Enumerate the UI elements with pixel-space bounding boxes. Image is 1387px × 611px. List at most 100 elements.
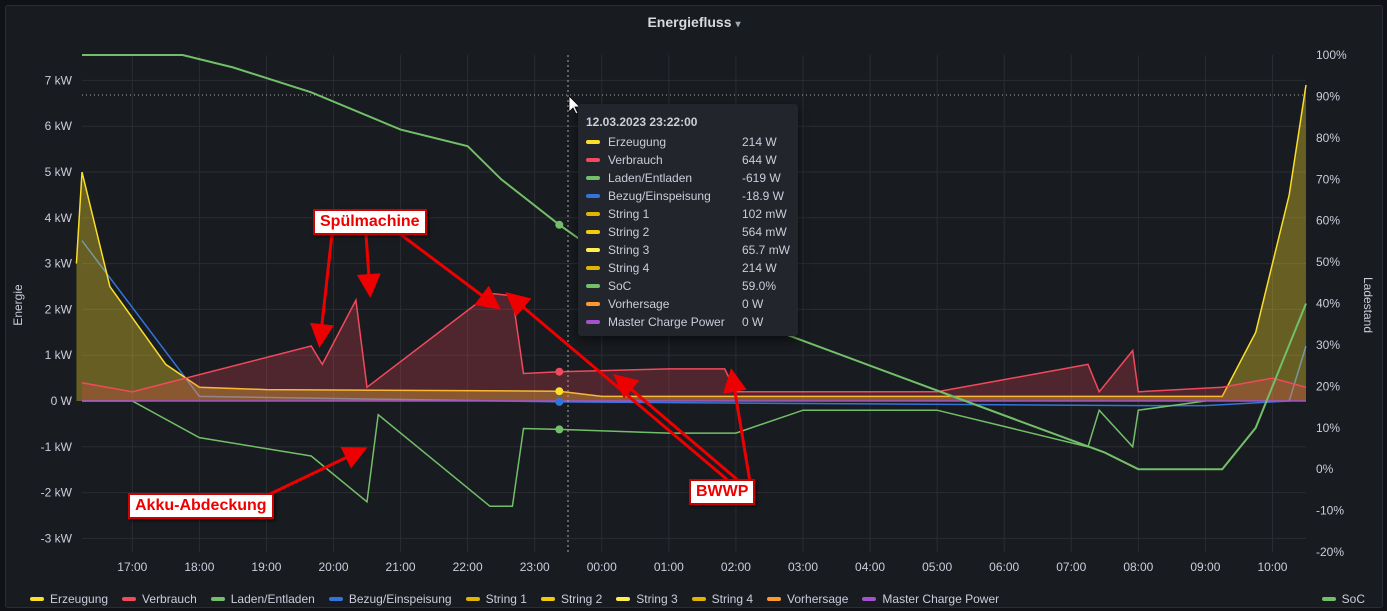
legend-item[interactable]: Master Charge Power: [862, 592, 999, 606]
tooltip-series-name: String 1: [608, 207, 650, 221]
x-tick-label: 02:00: [721, 560, 751, 574]
tooltip-row: Erzeugung 214 W: [578, 133, 798, 151]
annotation-arrow: [723, 368, 752, 483]
legend-item[interactable]: String 4: [691, 592, 754, 606]
tooltip-row: Bezug/Einspeisung -18.9 W: [578, 187, 798, 205]
series-line-laden-entladen: [82, 400, 1206, 508]
panel-title[interactable]: Energiefluss ▾: [6, 14, 1382, 30]
chevron-down-icon[interactable]: ▾: [735, 19, 741, 30]
x-tick-label: 10:00: [1257, 560, 1287, 574]
legend-label: Master Charge Power: [882, 592, 1000, 606]
tooltip-series-name: Verbrauch: [608, 153, 663, 167]
annotation-arrow: [310, 233, 334, 348]
hover-tooltip: 12.03.2023 23:22:00 Erzeugung 214 W Verbra…: [578, 104, 798, 336]
legend-item[interactable]: String 2: [540, 592, 602, 606]
legend-swatch: [767, 597, 782, 601]
left-tick-label: -3 kW: [41, 531, 73, 545]
cursor-point: [555, 220, 564, 229]
tooltip-swatch: [586, 194, 600, 198]
x-tick-label: 01:00: [654, 560, 684, 574]
cursor-point: [555, 397, 564, 406]
legend-item[interactable]: Laden/Entladen: [210, 592, 315, 606]
right-tick-label: 60%: [1316, 214, 1340, 228]
tooltip-series-name: String 2: [608, 225, 650, 239]
left-tick-label: 0 W: [51, 394, 73, 408]
x-tick-label: 17:00: [117, 560, 147, 574]
x-tick-label: 06:00: [989, 560, 1019, 574]
tooltip-swatch: [586, 140, 600, 144]
x-tick-label: 20:00: [318, 560, 348, 574]
legend-item[interactable]: String 1: [465, 592, 527, 606]
x-tick-label: 07:00: [1056, 560, 1086, 574]
x-tick-label: 21:00: [386, 560, 416, 574]
x-axis-ticks: 17:00 18:00 19:00 20:00 21:00 22:00 23:00 00:00…: [117, 560, 1288, 574]
legend-label: String 1: [485, 592, 527, 606]
legend-swatch: [122, 597, 137, 601]
legend-item[interactable]: Verbrauch: [122, 592, 197, 606]
legend-swatch: [30, 597, 44, 601]
legend-item[interactable]: String 3: [616, 592, 678, 606]
left-tick-label: 4 kW: [45, 211, 73, 225]
left-tick-label: 7 kW: [45, 73, 73, 87]
legend-label-soc: SoC: [1341, 592, 1365, 606]
tooltip-row: String 1 102 mW: [578, 205, 798, 223]
tooltip-series-name: String 4: [608, 261, 650, 275]
tooltip-series-value: 214 W: [742, 261, 777, 275]
tooltip-swatch: [586, 266, 600, 270]
x-tick-label: 19:00: [251, 560, 281, 574]
tooltip-series-value: 564 mW: [742, 225, 787, 239]
left-tick-label: 5 kW: [45, 165, 73, 179]
callout-spuelmachine: Spülmachine: [313, 209, 427, 235]
legend-item[interactable]: Erzeugung: [30, 592, 108, 606]
left-tick-label: 6 kW: [45, 119, 73, 133]
annotation-arrow: [399, 232, 501, 310]
x-tick-label: 04:00: [855, 560, 885, 574]
right-axis-ticks: 100% 90% 80% 70% 60% 50% 40% 30% 20% 10% 0% -10% -20…: [1316, 48, 1347, 559]
tooltip-row: Verbrauch 644 W: [578, 151, 798, 169]
tooltip-swatch: [586, 320, 600, 324]
tooltip-series-value: 214 W: [742, 135, 777, 149]
tooltip-swatch: [586, 158, 600, 162]
tooltip-series-name: Erzeugung: [608, 135, 667, 149]
x-tick-label: 00:00: [587, 560, 617, 574]
right-tick-label: 100%: [1316, 48, 1347, 62]
legend-swatch: [862, 597, 877, 601]
right-tick-label: 80%: [1316, 131, 1340, 145]
legend-item[interactable]: Bezug/Einspeisung: [328, 592, 452, 606]
legend: Erzeugung Verbrauch Laden/Entladen Bezug/Ei…: [30, 592, 999, 606]
legend-right[interactable]: SoC: [1321, 592, 1365, 606]
callout-bwwp: BWWP: [689, 479, 756, 505]
legend-label: Vorhersage: [787, 592, 849, 606]
right-tick-label: 90%: [1316, 89, 1340, 103]
tooltip-row: SoC 59.0%: [578, 277, 798, 295]
series-area-verbrauch: [82, 293, 1306, 401]
right-tick-label: 40%: [1316, 297, 1340, 311]
tooltip-series-name: Master Charge Power: [608, 315, 725, 329]
tooltip-series-value: 59.0%: [742, 279, 777, 293]
legend-item[interactable]: Vorhersage: [767, 592, 848, 606]
right-tick-label: -20%: [1316, 545, 1344, 559]
legend-swatch: [210, 597, 225, 601]
legend-label: Erzeugung: [50, 592, 109, 606]
tooltip-swatch: [586, 230, 600, 234]
tooltip-series-value: -18.9 W: [742, 189, 785, 203]
tooltip-series-name: Vorhersage: [608, 297, 670, 311]
tooltip-series-value: -619 W: [742, 171, 781, 185]
legend-label: Laden/Entladen: [230, 592, 315, 606]
annotation-arrow: [356, 233, 381, 298]
annotation-arrow: [269, 446, 368, 496]
legend-swatch: [465, 597, 480, 601]
left-axis-ticks: 7 kW 6 kW 5 kW 4 kW 3 kW 2 kW 1 kW 0 W -1 kW -2 k…: [41, 73, 73, 545]
left-tick-label: -1 kW: [41, 440, 73, 454]
annotation-arrow: [613, 374, 741, 484]
legend-label: String 4: [711, 592, 754, 606]
right-tick-label: -10%: [1316, 504, 1344, 518]
left-tick-label: 2 kW: [45, 302, 73, 316]
tooltip-series-value: 0 W: [742, 297, 764, 311]
tooltip-swatch: [586, 284, 600, 288]
x-tick-label: 05:00: [922, 560, 952, 574]
tooltip-swatch: [586, 212, 600, 216]
tooltip-row: Vorhersage 0 W: [578, 295, 798, 313]
legend-swatch: [540, 597, 555, 601]
